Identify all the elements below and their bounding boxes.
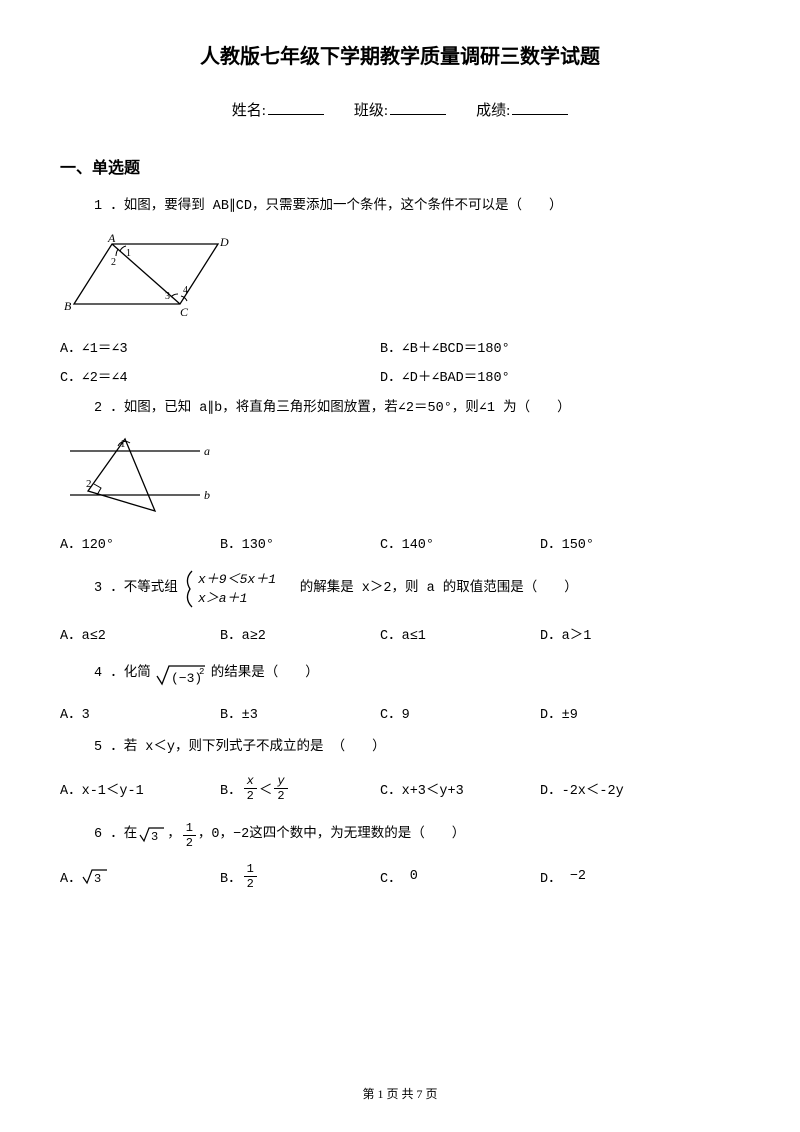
q6-sqrt3: 3	[139, 824, 165, 846]
q2-options: A．120° B．130° C．140° D．150°	[60, 532, 740, 553]
q1-opt-d: D．∠D＋∠BAD＝180°	[380, 365, 700, 386]
svg-text:1: 1	[120, 438, 126, 450]
class-blank[interactable]	[390, 101, 446, 115]
svg-text:D: D	[219, 235, 229, 249]
svg-text:(−3): (−3)	[171, 671, 202, 686]
svg-text:3: 3	[151, 830, 158, 843]
q1-opt-b: B．∠B＋∠BCD＝180°	[380, 336, 700, 357]
q4-opt-b: B．±3	[220, 702, 380, 723]
q3-stem: 3 ．不等式组 x＋9＜5x＋1 x＞a＋1 的解集是 x＞2，则 a 的取值范…	[94, 569, 740, 609]
q2-opt-c: C．140°	[380, 532, 540, 553]
svg-text:2: 2	[111, 257, 116, 268]
q6-stem: 6 ．在 3 ， 12 ，0， −2 这四个数中，为无理数的是（ ）	[94, 822, 740, 849]
frac-12: 12	[183, 822, 196, 849]
q4-opt-d: D．±9	[540, 702, 700, 723]
q3-opt-b: B．a≥2	[220, 623, 380, 644]
svg-text:a: a	[204, 444, 210, 458]
q2-opt-b: B．130°	[220, 532, 380, 553]
class-label: 班级:	[354, 103, 388, 119]
q1-stem: 1 ．如图，要得到 AB∥CD，只需要添加一个条件，这个条件不可以是（ ）	[94, 196, 740, 218]
svg-text:2: 2	[199, 667, 204, 677]
q5-opt-d: D．-2x＜-2y	[540, 775, 700, 802]
q3-options: A．a≤2 B．a≥2 C．a≤1 D．a＞1	[60, 623, 740, 644]
q1-opt-c: C．∠2＝∠4	[60, 365, 380, 386]
svg-text:3: 3	[165, 291, 170, 302]
q5-opt-c: C．x+3＜y+3	[380, 775, 540, 802]
frac-y2: y2	[274, 775, 287, 802]
q6-opt-c: C． 0	[380, 863, 540, 890]
frac-x2: x2	[244, 775, 257, 802]
svg-text:C: C	[180, 305, 189, 319]
q4-opt-a: A．3	[60, 702, 220, 723]
q1-diagram: A D B C 1 2 3 4	[60, 232, 740, 322]
svg-text:3: 3	[94, 872, 101, 885]
q4-opt-c: C．9	[380, 702, 540, 723]
q5-stem: 5 ．若 x＜y，则下列式子不成立的是 （ ）	[94, 737, 740, 759]
q5-options: A．x-1＜y-1 B． x2 ＜ y2 C．x+3＜y+3 D．-2x＜-2y	[60, 775, 740, 802]
svg-text:1: 1	[126, 248, 131, 259]
q3-opt-d: D．a＞1	[540, 623, 700, 644]
svg-text:B: B	[64, 299, 72, 313]
svg-text:x＞a＋1: x＞a＋1	[197, 591, 247, 606]
q2-opt-d: D．150°	[540, 532, 700, 553]
q6-neg2: −2	[233, 824, 249, 846]
q6-opt-a: A． 3	[60, 863, 220, 890]
q6-pre: 6 ．在	[94, 824, 137, 846]
q2-stem: 2 ．如图，已知 a∥b，将直角三角形如图放置，若∠2＝50°，则∠1 为（ ）	[94, 398, 740, 420]
q4-pre: 4 ．化简	[94, 663, 151, 685]
q4-post: 的结果是（ ）	[211, 663, 319, 685]
q6-options: A． 3 B． 12 C． 0 D． −2	[60, 863, 740, 890]
q1-options-1: A．∠1＝∠3 B．∠B＋∠BCD＝180°	[60, 336, 740, 357]
exam-title: 人教版七年级下学期教学质量调研三数学试题	[60, 40, 740, 69]
section-1-header: 一、单选题	[60, 154, 740, 178]
q4-stem: 4 ．化简 (−3) 2 的结果是（ ）	[94, 660, 740, 688]
q1-opt-a: A．∠1＝∠3	[60, 336, 380, 357]
svg-text:x＋9＜5x＋1: x＋9＜5x＋1	[197, 572, 276, 587]
q4-expr: (−3) 2	[155, 660, 207, 688]
q3-opt-a: A．a≤2	[60, 623, 220, 644]
svg-text:A: A	[107, 232, 116, 245]
q3-opt-c: C．a≤1	[380, 623, 540, 644]
name-blank[interactable]	[268, 101, 324, 115]
page-footer: 第 1 页 共 7 页	[0, 1085, 800, 1102]
q6-opt-d: D． −2	[540, 863, 700, 890]
page-content: 人教版七年级下学期教学质量调研三数学试题 姓名: 班级: 成绩: 一、单选题 1…	[0, 0, 800, 890]
q2-diagram: a b 1 2	[60, 433, 740, 518]
svg-text:b: b	[204, 488, 210, 502]
q2-opt-a: A．120°	[60, 532, 220, 553]
q3-system: x＋9＜5x＋1 x＞a＋1	[184, 569, 294, 609]
q6-opt-b: B． 12	[220, 863, 380, 890]
score-label: 成绩:	[476, 103, 510, 119]
name-label: 姓名:	[232, 103, 266, 119]
q1-options-2: C．∠2＝∠4 D．∠D＋∠BAD＝180°	[60, 365, 740, 386]
q3-post: 的解集是 x＞2，则 a 的取值范围是（ ）	[300, 578, 578, 600]
q5-opt-a: A．x-1＜y-1	[60, 775, 220, 802]
q4-options: A．3 B．±3 C．9 D．±9	[60, 702, 740, 723]
q5-opt-b: B． x2 ＜ y2	[220, 775, 380, 802]
q3-pre: 3 ．不等式组	[94, 578, 178, 600]
student-info-line: 姓名: 班级: 成绩:	[60, 99, 740, 120]
svg-text:2: 2	[86, 478, 92, 490]
score-blank[interactable]	[512, 101, 568, 115]
svg-text:4: 4	[183, 285, 188, 296]
